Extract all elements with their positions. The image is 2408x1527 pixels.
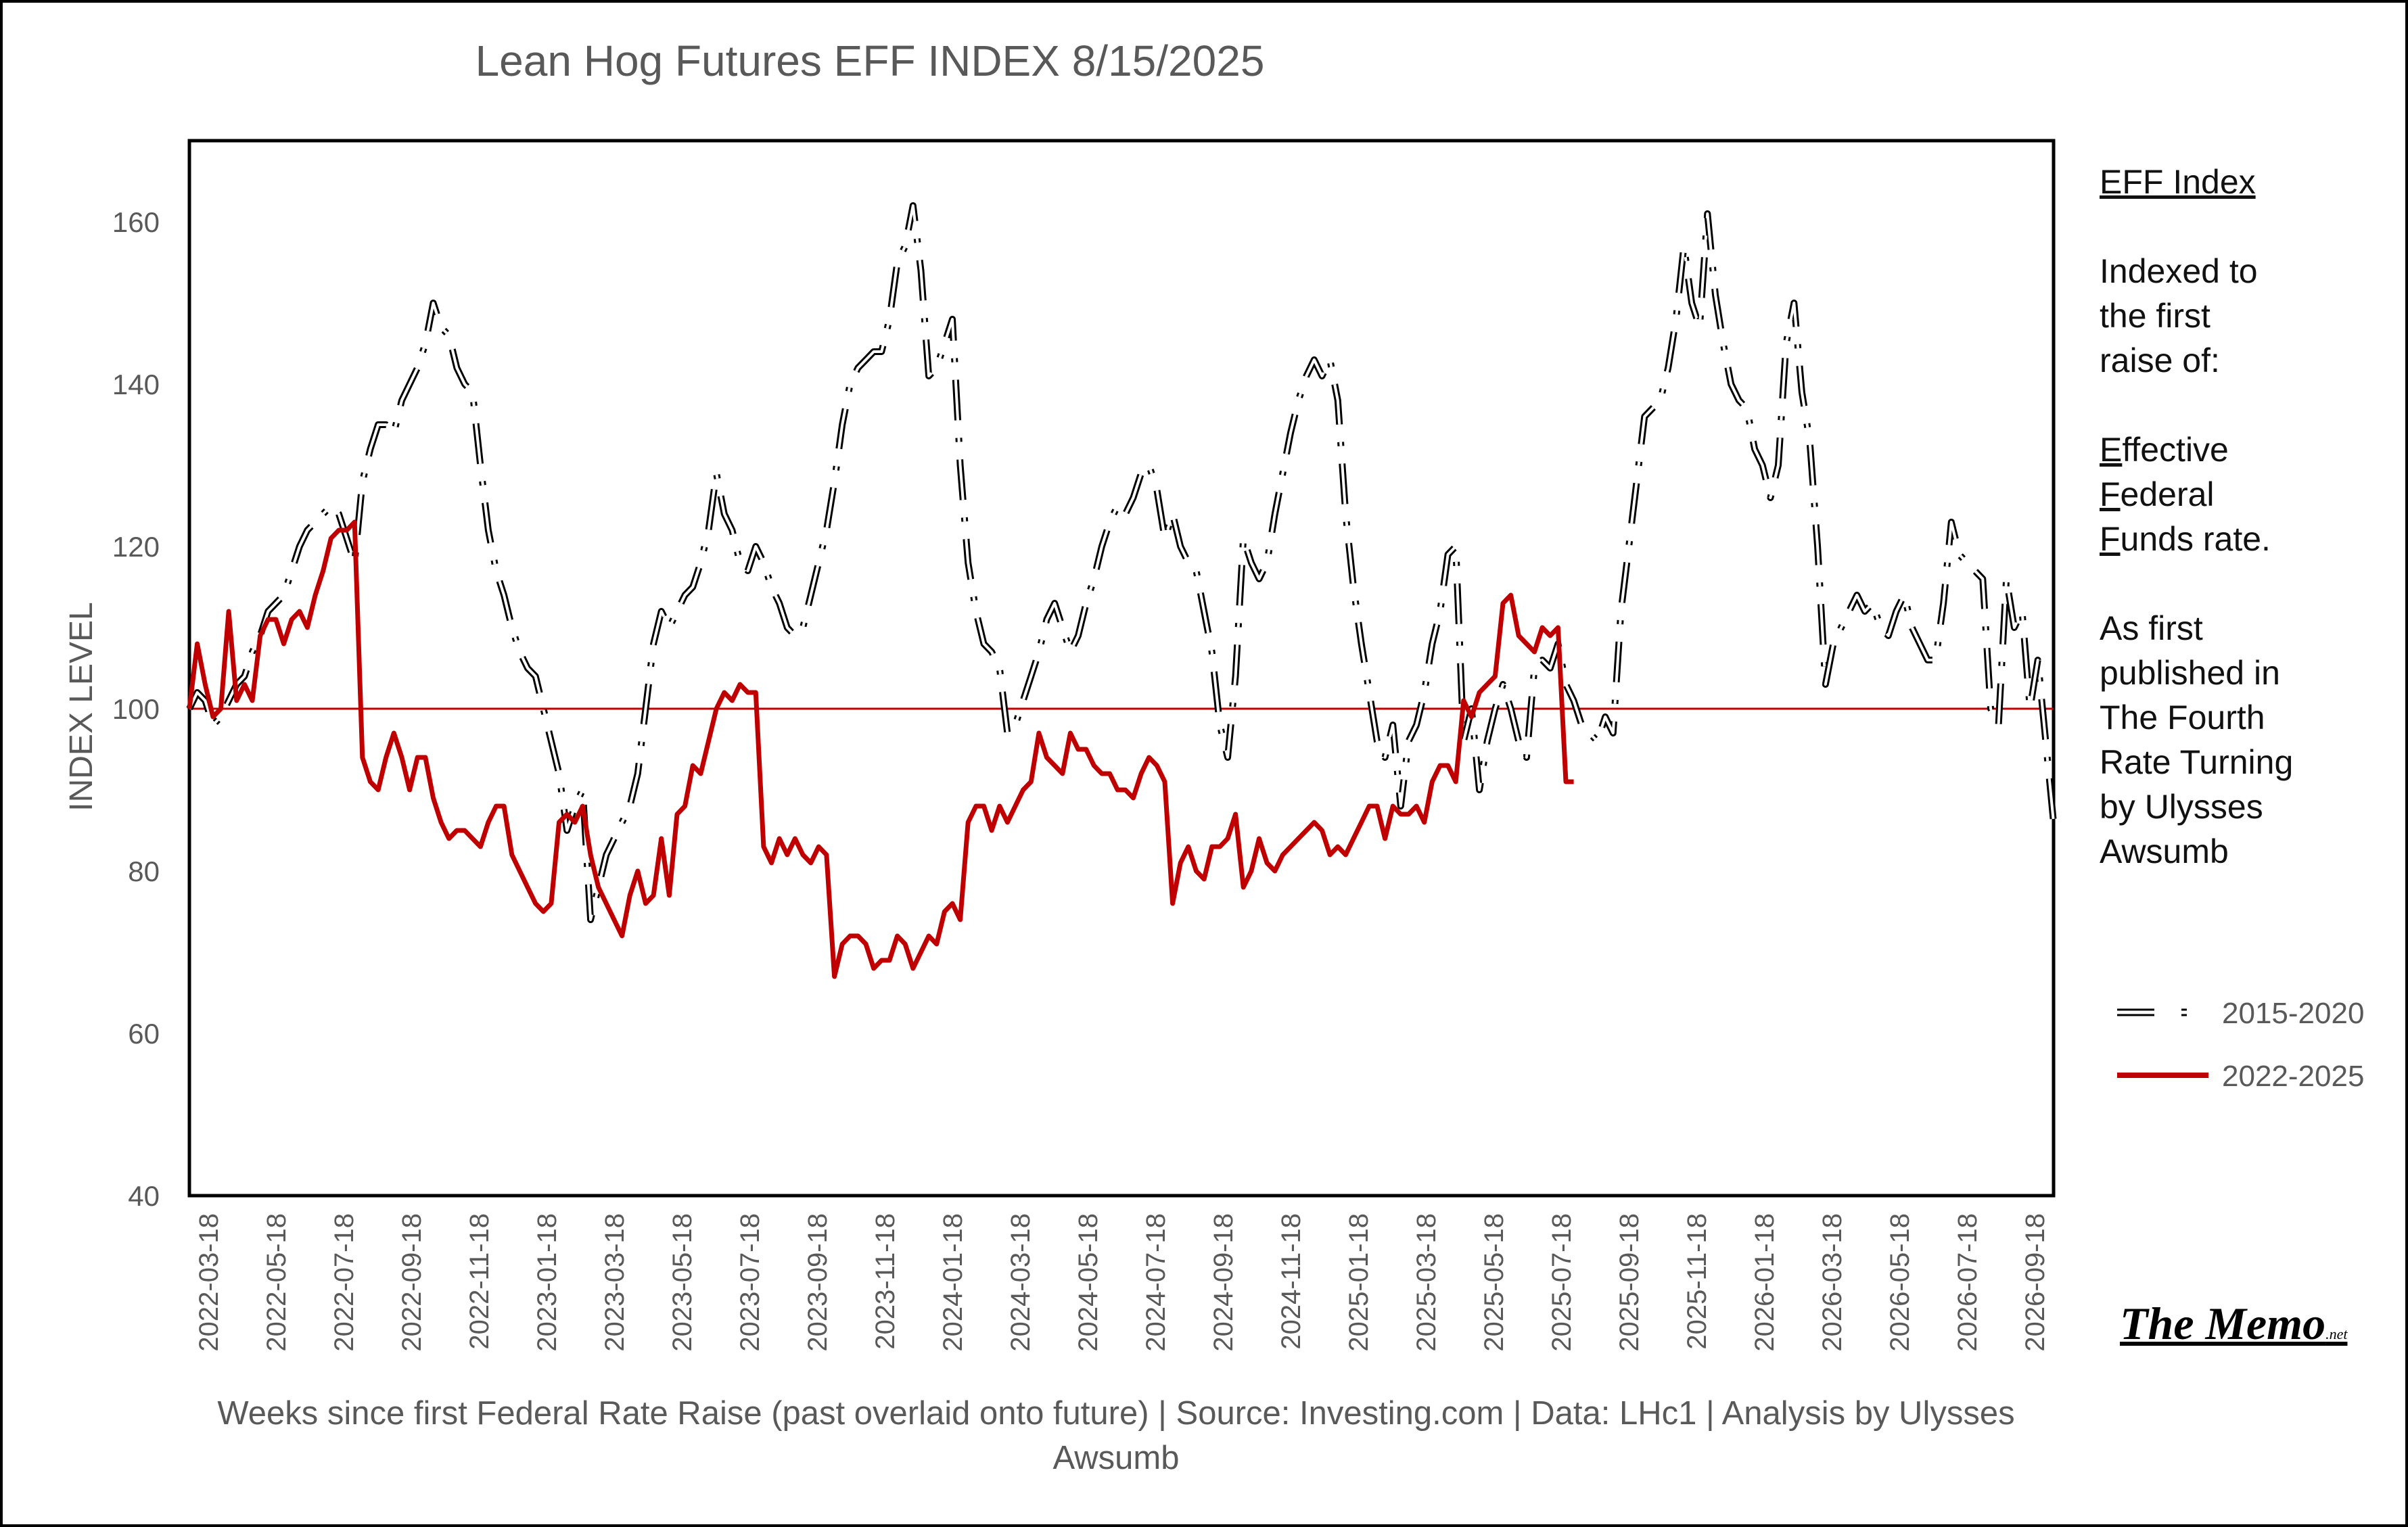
brand-suffix: .net: [2325, 1325, 2348, 1342]
x-tick-label: 2024-03-18: [1006, 1213, 1036, 1352]
sidebar-line: Awsumb: [2100, 832, 2229, 870]
x-tick-label: 2025-11-18: [1682, 1213, 1712, 1350]
x-tick-label: 2026-05-18: [1885, 1213, 1915, 1352]
x-axis-label-line-2: Awsumb: [1052, 1440, 1179, 1476]
initial-letter: F: [2100, 520, 2121, 558]
sidebar-line-effective: Effective: [2100, 427, 2271, 472]
x-axis-ticks: 2022-03-18 2022-05-18 2022-07-18 2022-09-18…: [194, 1213, 2050, 1352]
y-tick-label: 120: [112, 531, 160, 563]
x-tick-label: 2026-03-18: [1817, 1213, 1847, 1352]
y-tick-label: 80: [128, 855, 160, 887]
legend: 2015-2020 2022-2025: [2117, 997, 2364, 1093]
x-tick-label: 2024-09-18: [1209, 1213, 1238, 1352]
x-tick-label: 2022-09-18: [397, 1213, 427, 1352]
x-tick-label: 2025-03-18: [1412, 1213, 1441, 1352]
sidebar-heading: EFF Index: [2100, 160, 2256, 204]
initial-letter: E: [2100, 431, 2123, 469]
brand-logo: The Memo.net: [2120, 1297, 2347, 1350]
y-tick-label: 40: [128, 1180, 160, 1212]
y-axis-ticks: 40 60 80 100 120 140 160: [112, 206, 160, 1212]
x-tick-label: 2023-01-18: [532, 1213, 562, 1352]
x-tick-label: 2026-07-18: [1953, 1213, 1983, 1352]
sidebar-line: by Ulysses: [2100, 788, 2263, 826]
sidebar-block-published: As first published in The Fourth Rate Tu…: [2100, 606, 2293, 874]
x-tick-label: 2022-03-18: [194, 1213, 224, 1352]
initial-letter: F: [2100, 475, 2121, 513]
x-tick-label: 2023-05-18: [668, 1213, 697, 1352]
x-tick-label: 2026-09-18: [2020, 1213, 2050, 1352]
word-rest: ffective: [2122, 431, 2229, 469]
sidebar-heading-text: EFF Index: [2100, 163, 2256, 201]
legend-label-2022-2025: 2022-2025: [2222, 1060, 2364, 1093]
y-tick-label: 100: [112, 693, 160, 725]
x-tick-label: 2022-11-18: [465, 1213, 494, 1350]
x-tick-label: 2024-07-18: [1141, 1213, 1171, 1352]
legend-item-2022-2025: 2022-2025: [2117, 1060, 2364, 1093]
sidebar-line: published in: [2100, 654, 2280, 692]
sidebar-block-indexed: Indexed to the first raise of:: [2100, 249, 2258, 383]
x-axis-label-line-1: Weeks since first Federal Rate Raise (pa…: [217, 1395, 2014, 1432]
x-tick-label: 2023-11-18: [871, 1213, 900, 1350]
word-rest: unds rate.: [2120, 520, 2271, 558]
legend-item-2015-2020: 2015-2020: [2117, 997, 2364, 1030]
legend-label-2015-2020: 2015-2020: [2222, 997, 2364, 1030]
chart-title: Lean Hog Futures EFF INDEX 8/15/2025: [476, 37, 1265, 85]
y-tick-label: 160: [112, 206, 160, 238]
sidebar-line: raise of:: [2100, 342, 2220, 379]
sidebar-line: the first: [2100, 297, 2210, 335]
sidebar-line: The Fourth: [2100, 699, 2265, 736]
sidebar-line: Indexed to: [2100, 252, 2258, 290]
x-tick-label: 2024-01-18: [938, 1213, 968, 1352]
y-tick-label: 140: [112, 369, 160, 400]
series-line-inner-2015-2020: [188, 204, 2055, 921]
brand-name: The Memo: [2120, 1298, 2326, 1349]
sidebar-block-eff: Effective Federal Funds rate.: [2100, 427, 2271, 561]
series-layer: [186, 202, 2057, 979]
series-line-2022-2025: [187, 519, 1574, 979]
y-axis-label: INDEX LEVEL: [64, 602, 99, 811]
x-tick-label: 2023-03-18: [600, 1213, 630, 1352]
y-tick-label: 60: [128, 1018, 160, 1050]
x-tick-label: 2025-07-18: [1547, 1213, 1577, 1352]
sidebar-line-federal: Federal: [2100, 472, 2271, 517]
x-tick-label: 2024-05-18: [1073, 1213, 1103, 1352]
x-tick-label: 2024-11-18: [1276, 1213, 1306, 1350]
word-rest: ederal: [2120, 475, 2215, 513]
sidebar-line: Rate Turning: [2100, 743, 2294, 781]
sidebar-line: As first: [2100, 609, 2203, 647]
x-tick-label: 2023-07-18: [735, 1213, 765, 1352]
plot-area: [187, 139, 2056, 1198]
x-tick-label: 2025-09-18: [1615, 1213, 1644, 1352]
sidebar-line-funds: Funds rate.: [2100, 517, 2271, 561]
x-tick-label: 2022-07-18: [329, 1213, 359, 1352]
x-tick-label: 2022-05-18: [262, 1213, 292, 1352]
x-tick-label: 2025-05-18: [1479, 1213, 1509, 1352]
x-tick-label: 2026-01-18: [1750, 1213, 1780, 1352]
x-tick-label: 2025-01-18: [1344, 1213, 1374, 1352]
x-tick-label: 2023-09-18: [803, 1213, 833, 1352]
